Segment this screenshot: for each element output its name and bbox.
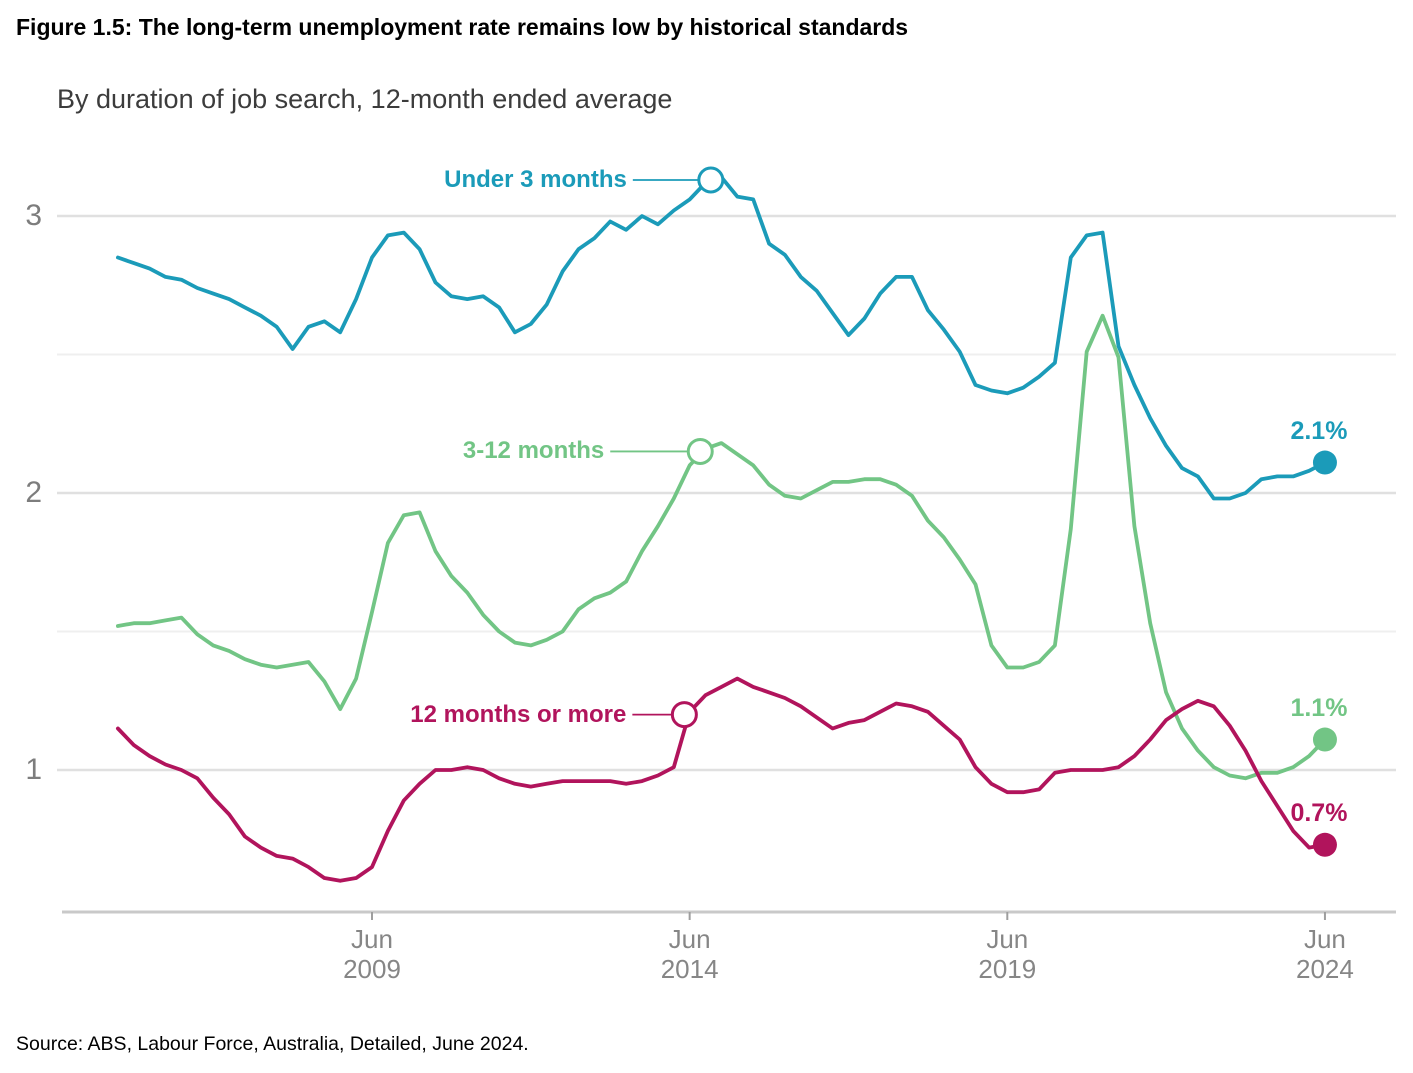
x-tick-year: 2019 [978,954,1037,984]
end-value-label-under-3-months: 2.1% [1290,416,1348,445]
source-note: Source: ABS, Labour Force, Australia, De… [16,1033,529,1055]
series-line-3-12-months [116,313,1327,781]
x-tick-month: Jun [1303,924,1346,954]
end-value-label-3-12-months: 1.1% [1290,693,1348,722]
x-tick-year: 2024 [1296,954,1354,984]
x-tick-year: 2014 [660,954,719,984]
x-tick-month: Jun [351,924,393,954]
series-end-dot-under-3-months [1312,450,1337,475]
x-tick-month: Jun [668,924,711,954]
x-axis-tick-label-2009: Jun 2009 [302,924,442,984]
series-end-dot-12-months-or-more [1312,832,1337,857]
x-axis-tick-label-2019: Jun 2019 [937,924,1077,984]
y-axis-tick-label-1: 1 [25,753,42,786]
callout-label-12-months-or-more: 12 months or more [410,700,627,728]
y-axis-tick-label-3: 3 [25,199,42,232]
x-axis-tick-label-2024: Jun 2024 [1255,924,1395,984]
callout-circle-12-months-or-more [670,701,698,729]
callout-label-3-12-months: 3-12 months [462,437,605,465]
series-line-12-months-or-more [116,676,1327,883]
x-axis-tick-label-2014: Jun 2014 [620,924,760,984]
figure-title: Figure 1.5: The long-term unemployment r… [16,14,909,40]
series-end-dot-3-12-months [1312,727,1337,752]
figure-subtitle: By duration of job search, 12-month ende… [57,84,673,114]
end-value-label-12-months-or-more: 0.7% [1290,798,1348,827]
y-axis-tick-label-2: 2 [25,476,42,509]
callout-circle-3-12-months [686,437,714,465]
callout-circle-under-3-months [697,166,725,194]
callout-label-under-3-months: Under 3 months [444,165,627,193]
x-tick-month: Jun [986,924,1029,954]
x-tick-year: 2009 [343,954,401,984]
